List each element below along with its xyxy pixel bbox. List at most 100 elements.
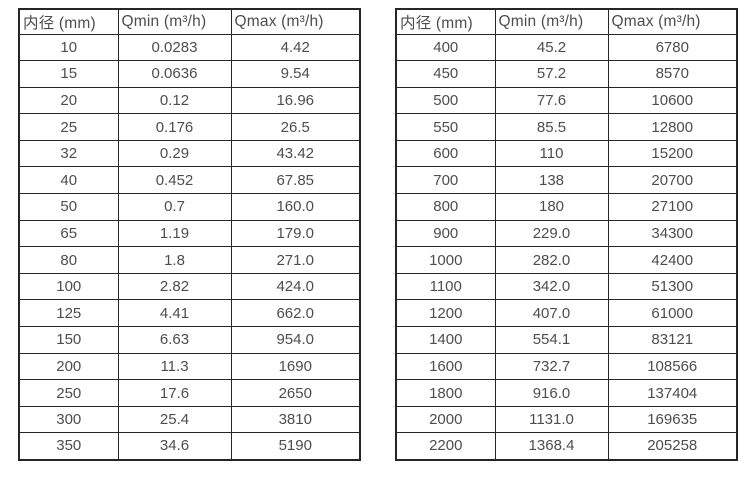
- qmin-cell: 110: [494, 139, 609, 168]
- qmin-cell: 0.29: [117, 139, 232, 168]
- diameter-cell: 1100: [395, 272, 496, 301]
- qmax-cell: 3810: [230, 405, 361, 434]
- table-row: 500 77.6 10600: [395, 86, 738, 115]
- qmax-cell: 5190: [230, 432, 361, 460]
- table-row: 32 0.29 43.42: [18, 139, 361, 168]
- table-row: 40 0.452 67.85: [18, 166, 361, 195]
- table-row: 65 1.19 179.0: [18, 219, 361, 248]
- diameter-cell: 100: [18, 272, 119, 301]
- diameter-cell: 550: [395, 113, 496, 141]
- qmin-cell: 4.41: [117, 299, 232, 328]
- diameter-cell: 200: [18, 352, 119, 381]
- table-row: 25 0.176 26.5: [18, 113, 361, 141]
- qmax-cell: 4.42: [230, 33, 361, 62]
- table-header: 内径 (mm) Qmin (m³/h) Qmax (m³/h): [18, 8, 361, 35]
- table-body: 10 0.0283 4.42 15 0.0636 9.54 20 0.12 16.96 25 0.1…: [18, 33, 361, 460]
- qmax-cell: 12800: [607, 113, 738, 141]
- qmax-cell: 16.96: [230, 86, 361, 115]
- table-row: 700 138 20700: [395, 166, 738, 195]
- qmin-cell: 0.0283: [117, 33, 232, 62]
- table-row: 600 110 15200: [395, 139, 738, 168]
- qmin-cell: 138: [494, 166, 609, 195]
- qmax-cell: 169635: [607, 405, 738, 434]
- flow-table-large-diameters: 内径 (mm) Qmin (m³/h) Qmax (m³/h) 400 45.2 678…: [395, 8, 738, 461]
- qmin-cell: 282.0: [494, 246, 609, 274]
- table-row: 50 0.7 160.0: [18, 193, 361, 221]
- qmax-cell: 51300: [607, 272, 738, 301]
- qmin-cell: 732.7: [494, 352, 609, 381]
- diameter-cell: 1000: [395, 246, 496, 274]
- column-header-qmax: Qmax (m³/h): [230, 8, 361, 35]
- header-row: 内径 (mm) Qmin (m³/h) Qmax (m³/h): [395, 8, 738, 35]
- column-header-diameter: 内径 (mm): [18, 8, 119, 35]
- qmin-cell: 77.6: [494, 86, 609, 115]
- table-row: 1800 916.0 137404: [395, 379, 738, 407]
- qmax-cell: 108566: [607, 352, 738, 381]
- qmax-cell: 160.0: [230, 193, 361, 221]
- qmax-cell: 954.0: [230, 326, 361, 354]
- table-row: 550 85.5 12800: [395, 113, 738, 141]
- qmax-cell: 34300: [607, 219, 738, 248]
- table-row: 1600 732.7 108566: [395, 352, 738, 381]
- qmax-cell: 61000: [607, 299, 738, 328]
- table-row: 450 57.2 8570: [395, 60, 738, 88]
- qmin-cell: 0.452: [117, 166, 232, 195]
- diameter-cell: 400: [395, 33, 496, 62]
- diameter-cell: 1400: [395, 326, 496, 354]
- diameter-cell: 300: [18, 405, 119, 434]
- diameter-cell: 1600: [395, 352, 496, 381]
- qmin-cell: 1131.0: [494, 405, 609, 434]
- table-row: 1400 554.1 83121: [395, 326, 738, 354]
- table-header: 内径 (mm) Qmin (m³/h) Qmax (m³/h): [395, 8, 738, 35]
- diameter-cell: 2000: [395, 405, 496, 434]
- qmin-cell: 25.4: [117, 405, 232, 434]
- table-row: 1100 342.0 51300: [395, 272, 738, 301]
- table-row: 20 0.12 16.96: [18, 86, 361, 115]
- column-header-diameter: 内径 (mm): [395, 8, 496, 35]
- qmax-cell: 15200: [607, 139, 738, 168]
- qmax-cell: 67.85: [230, 166, 361, 195]
- qmin-cell: 45.2: [494, 33, 609, 62]
- qmax-cell: 27100: [607, 193, 738, 221]
- table-row: 250 17.6 2650: [18, 379, 361, 407]
- column-header-qmin: Qmin (m³/h): [494, 8, 609, 35]
- qmin-cell: 17.6: [117, 379, 232, 407]
- diameter-cell: 1200: [395, 299, 496, 328]
- qmax-cell: 42400: [607, 246, 738, 274]
- diameter-cell: 500: [395, 86, 496, 115]
- diameter-cell: 600: [395, 139, 496, 168]
- diameter-cell: 150: [18, 326, 119, 354]
- qmax-cell: 662.0: [230, 299, 361, 328]
- table-row: 150 6.63 954.0: [18, 326, 361, 354]
- table-row: 300 25.4 3810: [18, 405, 361, 434]
- diameter-cell: 10: [18, 33, 119, 62]
- qmax-cell: 26.5: [230, 113, 361, 141]
- table-row: 2000 1131.0 169635: [395, 405, 738, 434]
- table-row: 80 1.8 271.0: [18, 246, 361, 274]
- table-row: 10 0.0283 4.42: [18, 33, 361, 62]
- qmax-cell: 83121: [607, 326, 738, 354]
- qmin-cell: 0.12: [117, 86, 232, 115]
- diameter-cell: 65: [18, 219, 119, 248]
- qmin-cell: 407.0: [494, 299, 609, 328]
- table-row: 1000 282.0 42400: [395, 246, 738, 274]
- qmax-cell: 9.54: [230, 60, 361, 88]
- flow-rate-tables-container: 内径 (mm) Qmin (m³/h) Qmax (m³/h) 10 0.0283 4.…: [18, 8, 738, 461]
- qmax-cell: 1690: [230, 352, 361, 381]
- qmax-cell: 179.0: [230, 219, 361, 248]
- diameter-cell: 50: [18, 193, 119, 221]
- qmin-cell: 0.0636: [117, 60, 232, 88]
- table-row: 200 11.3 1690: [18, 352, 361, 381]
- qmin-cell: 85.5: [494, 113, 609, 141]
- qmax-cell: 8570: [607, 60, 738, 88]
- qmax-cell: 10600: [607, 86, 738, 115]
- diameter-cell: 2200: [395, 432, 496, 460]
- column-header-qmax: Qmax (m³/h): [607, 8, 738, 35]
- table-row: 350 34.6 5190: [18, 432, 361, 460]
- qmin-cell: 229.0: [494, 219, 609, 248]
- diameter-cell: 1800: [395, 379, 496, 407]
- diameter-cell: 15: [18, 60, 119, 88]
- diameter-cell: 700: [395, 166, 496, 195]
- diameter-cell: 40: [18, 166, 119, 195]
- qmin-cell: 6.63: [117, 326, 232, 354]
